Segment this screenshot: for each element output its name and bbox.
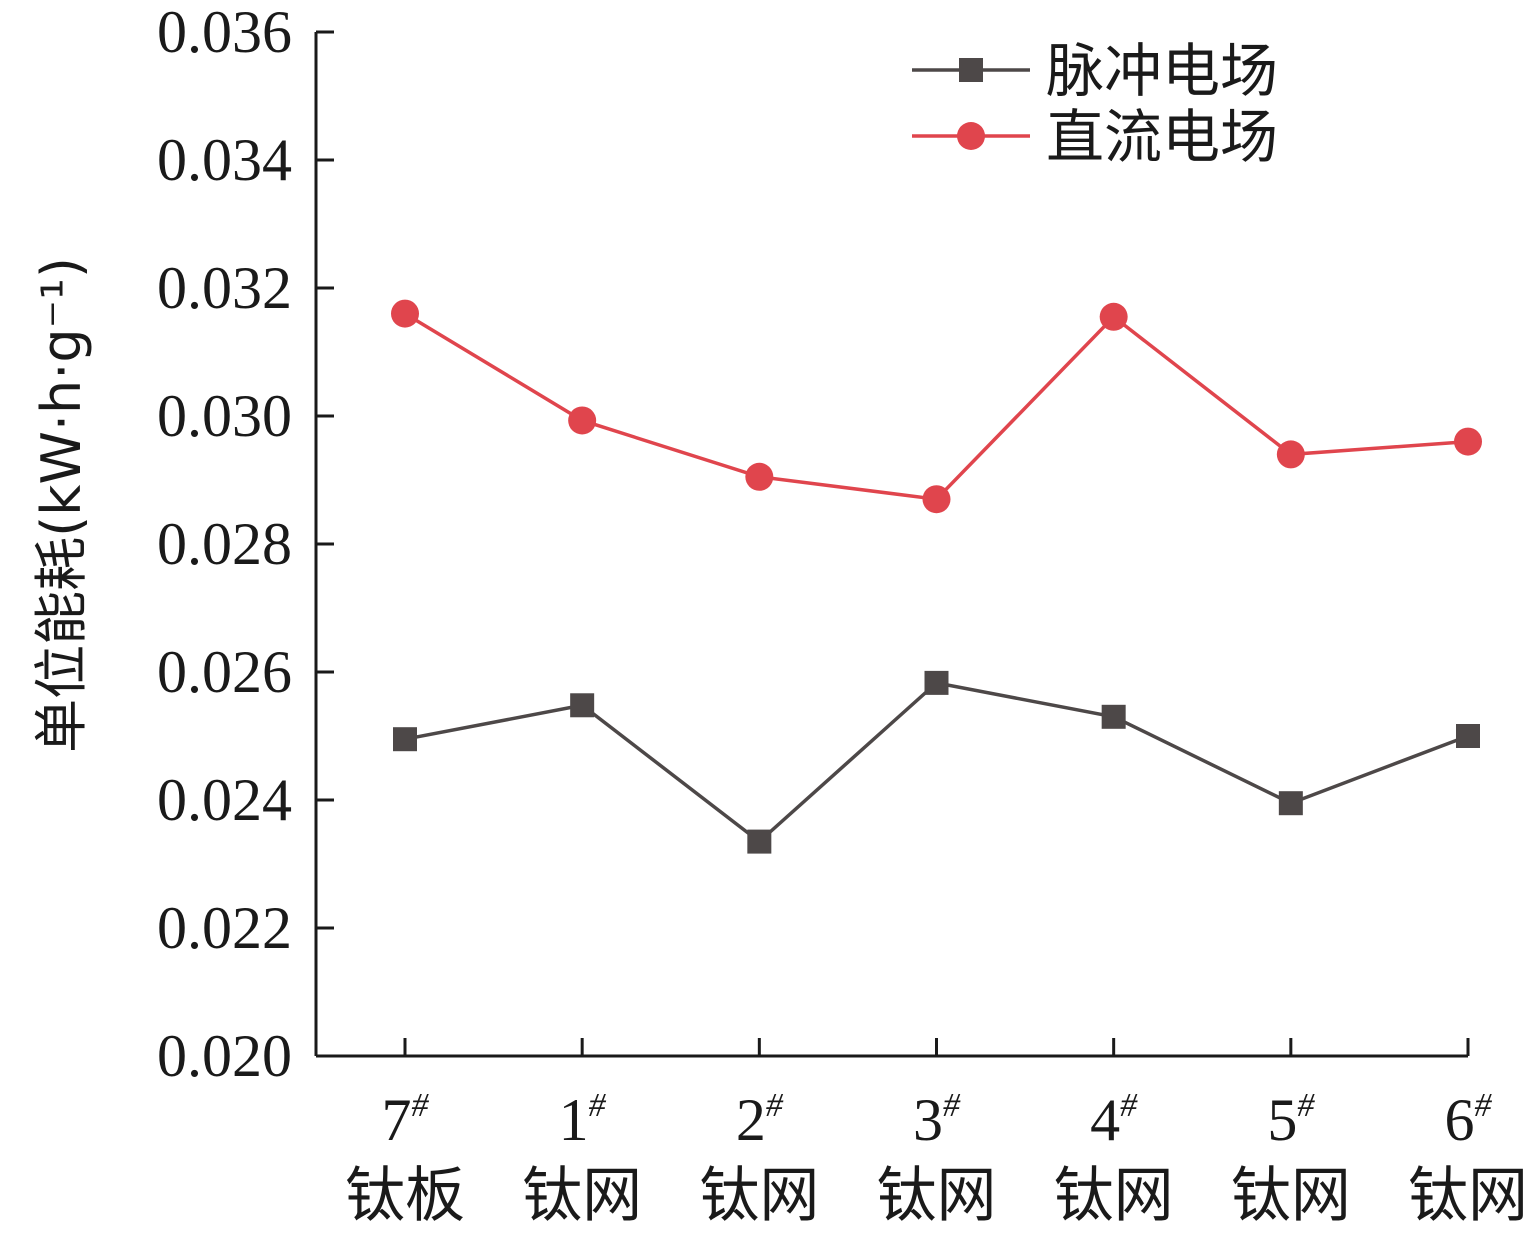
x-tick-superscript: #	[943, 1087, 961, 1124]
x-tick-superscript: #	[766, 1087, 784, 1124]
x-tick-superscript: #	[1475, 1087, 1493, 1124]
series-line	[404, 680, 1469, 844]
data-point	[570, 693, 595, 718]
x-tick-label-name: 钛网	[699, 1163, 819, 1229]
y-tick-label: 0.026	[157, 639, 292, 705]
x-tick-label-number: 2#	[736, 1087, 784, 1153]
x-tick-label-name: 钛网	[1054, 1163, 1174, 1229]
legend-item: 脉冲电场	[912, 37, 1278, 105]
x-tick-label-number: 7#	[382, 1087, 430, 1153]
x-tick-label-name: 钛网	[877, 1163, 997, 1229]
data-point	[1456, 724, 1480, 748]
x-tick-label-name: 钛网	[1231, 1163, 1351, 1229]
x-tick-superscript: #	[589, 1087, 607, 1124]
y-tick-label: 0.028	[157, 511, 292, 577]
y-tick-label: 0.024	[157, 767, 292, 833]
data-point	[745, 462, 774, 491]
data-point	[1101, 704, 1126, 729]
legend-marker	[957, 122, 985, 150]
x-tick-label-name: 钛网	[522, 1163, 642, 1229]
data-point	[393, 727, 417, 752]
x-tick-superscript: #	[1297, 1087, 1315, 1124]
x-tick-number: 4	[1090, 1087, 1120, 1153]
data-point	[922, 485, 951, 514]
x-tick-number: 7	[382, 1087, 412, 1153]
series-line	[404, 312, 1469, 502]
y-tick-label: 0.036	[157, 0, 292, 65]
data-point	[747, 829, 772, 854]
x-tick-superscript: #	[1120, 1087, 1138, 1124]
data-point	[1278, 791, 1303, 816]
x-tick-number: 2	[736, 1087, 766, 1153]
data-point	[391, 299, 419, 328]
x-tick-superscript: #	[412, 1087, 430, 1124]
y-axis-ticks: 0.020 0.022 0.024 0.026 0.028 0.030 0.032 0.034…	[157, 0, 334, 1089]
series-layer	[391, 299, 1482, 854]
y-tick-label: 0.032	[157, 255, 292, 321]
legend-label: 脉冲电场	[1046, 37, 1278, 105]
legend-label: 直流电场	[1046, 103, 1278, 171]
y-tick-label: 0.034	[157, 127, 292, 193]
x-tick-label-number: 6#	[1445, 1087, 1493, 1153]
data-point	[1276, 440, 1305, 469]
y-axis-label: 单位能耗(kW·h·g⁻¹)	[30, 257, 93, 753]
series-2	[391, 299, 1482, 514]
x-tick-label-number: 4#	[1090, 1087, 1138, 1153]
axes	[314, 32, 1468, 1058]
x-tick-label-number: 5#	[1267, 1087, 1315, 1153]
legend-marker	[959, 58, 983, 82]
x-tick-label-number: 1#	[559, 1087, 607, 1153]
x-tick-label-name: 钛板	[345, 1163, 465, 1229]
legend-item: 直流电场	[912, 103, 1278, 171]
data-point	[568, 406, 597, 435]
x-tick-number: 3	[913, 1087, 943, 1153]
x-tick-number: 5	[1267, 1087, 1297, 1153]
series-1	[393, 670, 1480, 854]
x-tick-number: 1	[559, 1087, 589, 1153]
x-tick-label-number: 3#	[913, 1087, 961, 1153]
x-tick-label-name: 钛网	[1408, 1163, 1528, 1229]
y-tick-label: 0.022	[157, 895, 292, 961]
data-point	[924, 670, 949, 695]
x-axis-ticks: 7#钛板1#钛网2#钛网3#钛网4#钛网5#钛网6#钛网	[345, 1038, 1528, 1229]
data-point	[1099, 302, 1128, 331]
y-tick-label: 0.030	[157, 383, 292, 449]
y-tick-label: 0.020	[157, 1023, 292, 1089]
data-point	[1454, 427, 1482, 456]
x-tick-number: 6	[1445, 1087, 1475, 1153]
